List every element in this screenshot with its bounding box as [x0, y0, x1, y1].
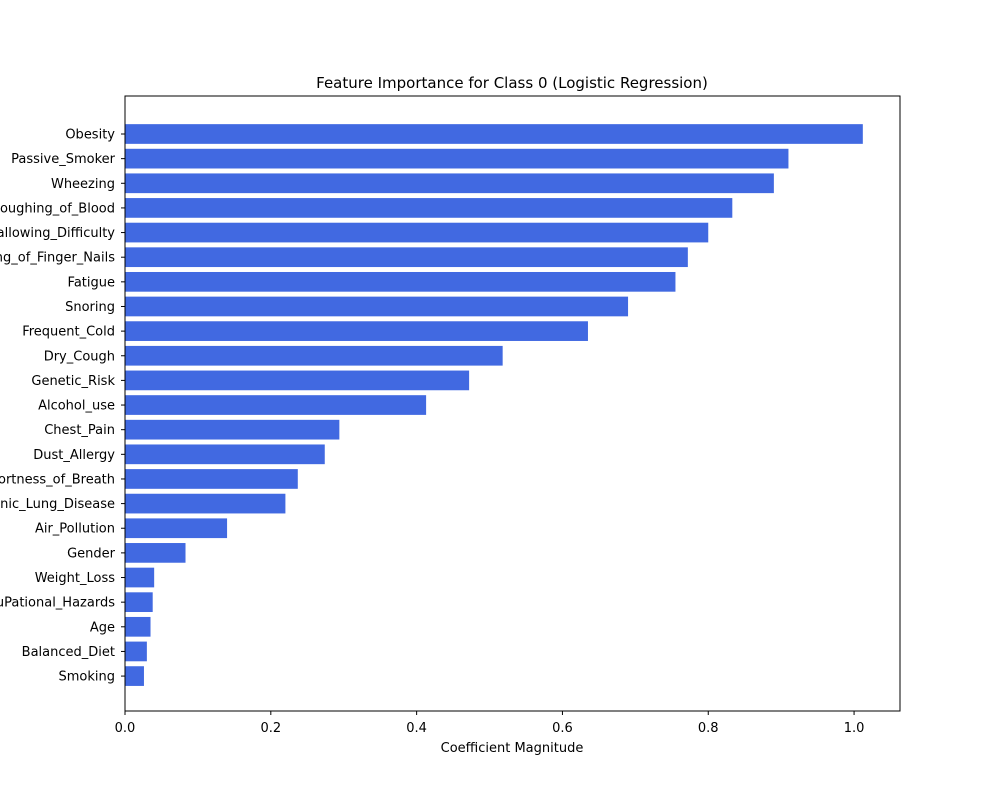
- y-tick-label: Air_Pollution: [35, 522, 115, 537]
- y-tick-label: Snoring: [65, 300, 115, 315]
- bar-passive-smoker: [125, 148, 789, 169]
- bar-smoking: [125, 666, 144, 686]
- y-tick-label: Passive_Smoker: [11, 152, 116, 167]
- bar-obesity: [125, 124, 863, 144]
- y-tick-label: Gender: [67, 546, 116, 561]
- bar-coughing-of-blood: [125, 198, 733, 218]
- y-tick-label: Genetic_Risk: [31, 374, 115, 389]
- x-tick-label: 0.0: [115, 721, 136, 736]
- chart-title: Feature Importance for Class 0 (Logistic…: [316, 74, 708, 92]
- bar-snoring: [125, 296, 629, 317]
- y-ticks-group: Obesity Passive_Smoker Wheezing Coughing_of…: [0, 128, 125, 685]
- y-tick-label: Alcohol_use: [38, 399, 115, 414]
- x-tick-label: 0.2: [260, 721, 281, 736]
- y-tick-label: Weight_Loss: [35, 571, 116, 586]
- bar-genetic-risk: [125, 370, 470, 391]
- y-tick-label: Wheezing: [51, 177, 115, 192]
- x-tick-label: 0.6: [552, 721, 573, 736]
- y-tick-label: Fatigue: [68, 275, 115, 290]
- y-tick-label: Balanced_Diet: [22, 645, 115, 660]
- bar-gender: [125, 543, 186, 563]
- bar-clubbing-of-finger-nails: [125, 247, 688, 268]
- bar-balanced-diet: [125, 641, 147, 662]
- y-tick-label: Shortness_of_Breath: [0, 472, 115, 487]
- bars-group: [125, 124, 863, 686]
- bar-fatigue: [125, 271, 676, 292]
- bar-chronic-lung-disease: [125, 493, 286, 514]
- y-tick-label: Clubbing_of_Finger_Nails: [0, 251, 115, 266]
- y-tick-label: Frequent_Cold: [22, 325, 115, 340]
- x-tick-label: 0.4: [406, 721, 427, 736]
- bar-weight-loss: [125, 567, 155, 588]
- bar-chest-pain: [125, 419, 340, 440]
- y-tick-label: Smoking: [58, 670, 115, 685]
- y-tick-label: Chest_Pain: [44, 423, 115, 438]
- bar-dust-allergy: [125, 444, 325, 465]
- bar-age: [125, 616, 151, 637]
- y-tick-label: Coughing_of_Blood: [0, 201, 115, 216]
- bar-swallowing-difficulty: [125, 222, 709, 243]
- x-tick-label: 0.8: [698, 721, 719, 736]
- y-tick-label: Dry_Cough: [44, 349, 115, 364]
- x-ticks-group: 0.0 0.2 0.4 0.6 0.8 1.0: [115, 711, 865, 736]
- y-tick-label: Obesity: [65, 128, 115, 143]
- bar-wheezing: [125, 173, 774, 194]
- y-tick-label: Age: [90, 620, 115, 635]
- plot-frame: [124, 95, 901, 712]
- bar-occupational-hazards: [125, 592, 153, 613]
- bar-dry-cough: [125, 345, 503, 366]
- x-tick-label: 1.0: [844, 721, 865, 736]
- bar-frequent-cold: [125, 321, 588, 341]
- bar-shortness-of-breath: [125, 469, 298, 489]
- y-tick-label: chronic_Lung_Disease: [0, 497, 115, 512]
- x-axis-label: Coefficient Magnitude: [441, 741, 584, 756]
- y-tick-label: OccuPational_Hazards: [0, 596, 115, 611]
- y-tick-label: Swallowing_Difficulty: [0, 226, 115, 241]
- bar-air-pollution: [125, 518, 228, 539]
- bar-alcohol-use: [125, 395, 427, 415]
- y-tick-label: Dust_Allergy: [33, 448, 115, 463]
